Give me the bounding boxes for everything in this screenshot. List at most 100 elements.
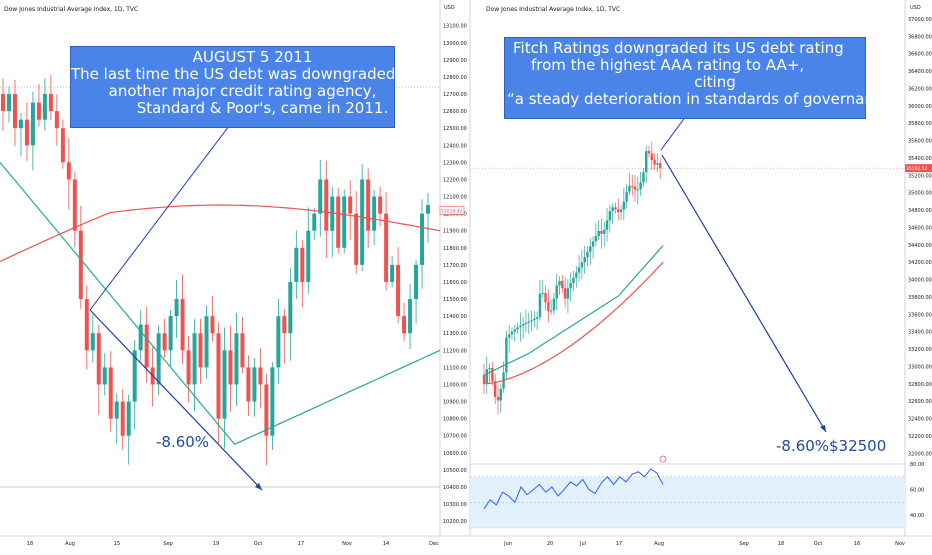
left-y-tick: 11700.00 [443,263,467,269]
right-candle [510,331,514,335]
right-candle [614,207,617,210]
left-y-tick: 12800.00 [443,75,467,81]
left-candle [234,333,239,385]
right-candle [642,172,645,183]
right-candle [552,298,556,311]
left-candle [90,333,95,351]
left-decline-arrowhead [255,483,262,490]
right-last-price-box [905,164,932,173]
right-candle [647,151,651,154]
right-candle [555,285,558,299]
left-candle [210,316,215,334]
right-x-tick: 16 [854,541,860,547]
left-ma-red [0,204,441,263]
left-x-tick: 15 [114,541,120,547]
left-candle [228,350,233,385]
right-candle [625,191,628,202]
left-candle [330,196,335,231]
left-ma-green [0,162,441,446]
right-x-tick: 20 [547,541,553,547]
left-candle [324,179,329,231]
left-candle [198,333,203,368]
right-chart-title: Dow Jones Industrial Average Index, 1D, … [486,6,621,13]
left-y-tick: 12300.00 [443,160,467,166]
left-candle [342,196,347,248]
left-y-tick: 11600.00 [443,280,467,286]
left-candle [348,196,353,214]
left-y-tick: 11400.00 [443,314,467,320]
right-candle [591,241,595,247]
right-annotation-line-4: “a steady deterioration in standards of … [507,90,900,108]
left-x-tick: 14 [383,541,389,547]
left-candle [216,333,221,419]
left-candle [204,316,209,368]
right-y-tick: 32400.00 [908,417,932,423]
right-candle [605,220,609,230]
right-candle [488,368,491,370]
left-y-tick: 10900.00 [443,400,467,406]
left-candle [138,324,143,351]
oscillator-line [483,468,664,510]
left-candle [114,401,119,419]
left-candle [144,324,149,368]
right-y-tick: 32200.00 [908,434,932,440]
right-candle [608,211,612,221]
left-candle [318,179,323,214]
right-candle [566,288,570,299]
left-candle [372,196,377,231]
left-candle [42,94,47,120]
left-candle [174,299,179,317]
left-candle [222,350,227,419]
right-x-tick: Nov [895,541,905,547]
left-annotation: AUGUST 5 2011 The last time the US debt … [70,46,419,128]
left-y-tick: 12700.00 [443,92,467,98]
right-candle [535,317,539,319]
left-candle [414,264,419,300]
right-candle [521,324,525,326]
right-candle [538,293,542,318]
right-candle [656,163,659,165]
left-candle [294,247,299,282]
left-candle [390,264,395,282]
right-candle [577,267,581,273]
left-candle [48,94,53,112]
left-y-tick: 11300.00 [443,331,467,337]
right-decline-arrowhead [820,425,826,432]
right-x-tick: Sep [739,541,748,547]
right-candle [594,236,598,242]
left-y-tick: 12600.00 [443,109,467,115]
left-candle [168,316,173,351]
right-annotation-line-3: citing [694,73,736,91]
left-y-tick: 10600.00 [443,451,467,457]
left-candle [258,367,263,385]
right-annotation-line-1: Fitch Ratings downgraded its US debt rat… [513,39,844,57]
left-candle [270,367,275,436]
right-candle [499,388,502,401]
right-candle [496,396,500,401]
right-candle [505,337,508,373]
left-candle [300,247,305,282]
right-x-tick: Aug [654,541,664,547]
right-x-tick: 18 [778,541,784,547]
right-candle [482,375,486,384]
left-candle [54,111,59,129]
right-y-tick: 35200.00 [908,173,932,179]
left-candle [132,350,137,402]
right-y-tick: 33200.00 [908,347,932,353]
left-candle [282,316,287,334]
left-y-tick: 13100.00 [443,24,467,30]
right-y-tick: 37000.00 [908,17,932,23]
right-candle [549,310,553,312]
right-y-tick: 34400.00 [908,243,932,249]
right-candle [519,325,522,328]
right-y-tick: 36800.00 [908,34,932,40]
left-candle [108,367,113,419]
left-candle [24,119,29,146]
left-decline-line [89,309,263,491]
right-candle [628,185,631,192]
left-y-tick: 11200.00 [443,348,467,354]
left-candle [288,281,293,334]
left-candle [186,350,191,385]
right-candle [569,283,572,289]
right-ma-green [483,245,664,376]
